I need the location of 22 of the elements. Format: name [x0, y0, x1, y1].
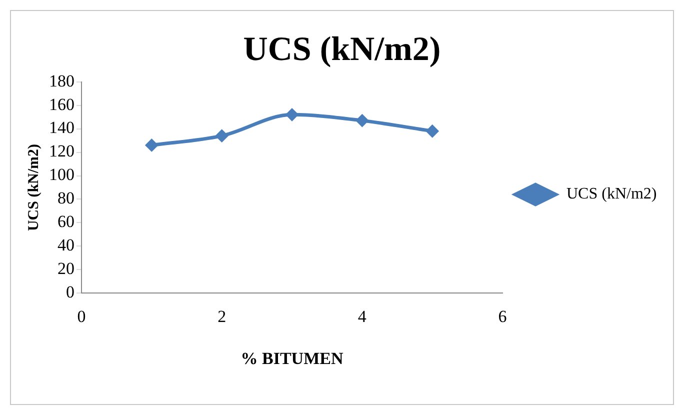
legend-label: UCS (kN/m2): [566, 186, 657, 203]
y-tick-label: 40: [58, 236, 74, 255]
chart-title: UCS (kN/m2): [243, 31, 441, 68]
point: [356, 114, 369, 128]
y-tick-label: 80: [58, 188, 74, 208]
y-tick-label: 20: [58, 259, 74, 278]
point: [426, 124, 439, 138]
point: [215, 129, 228, 142]
point: [286, 108, 298, 122]
y-axis-title: UCS (kN/m2): [26, 144, 42, 232]
x-tick-label: 4: [358, 306, 367, 326]
x-tick-label: 2: [218, 306, 226, 326]
y-tick-label: 120: [49, 142, 74, 161]
point: [145, 138, 158, 152]
y-tick-label: 60: [58, 212, 74, 232]
x-axis-title: % BITUMEN: [240, 349, 344, 368]
y-tick-label: 100: [49, 165, 74, 184]
y-tick-label: 160: [49, 94, 74, 114]
y-tick-label: 140: [49, 118, 74, 138]
y-tick-label: 0: [66, 282, 74, 302]
x-tick-label: 6: [498, 306, 507, 326]
y-tick-label: 180: [49, 71, 74, 90]
